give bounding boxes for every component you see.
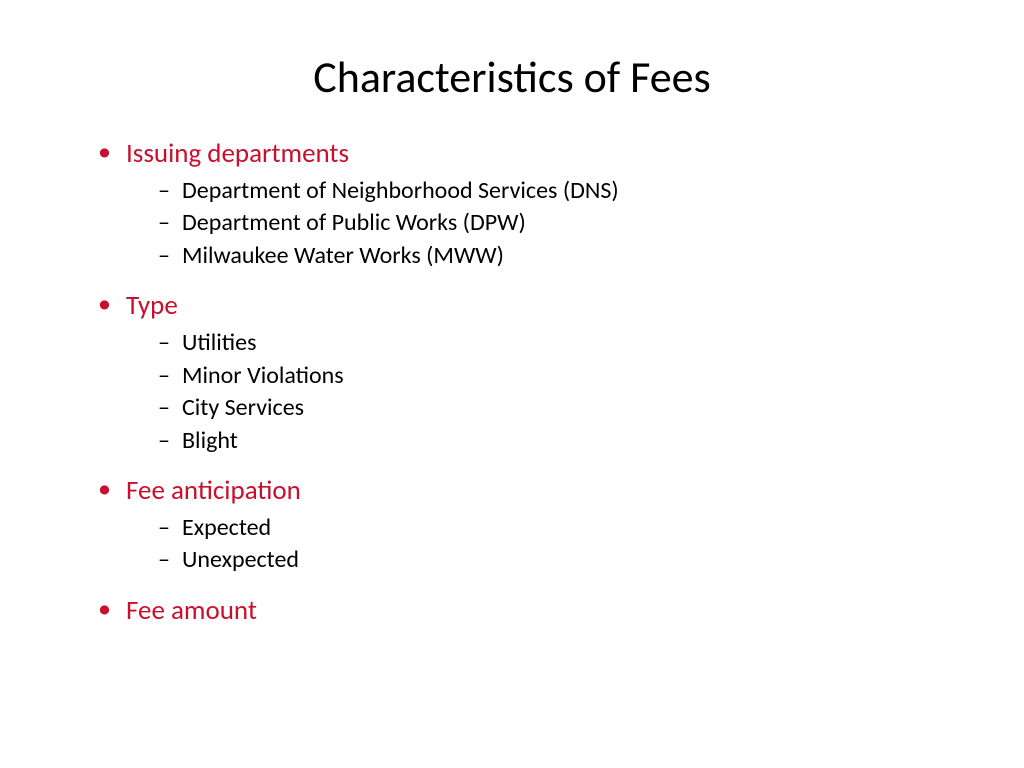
bullet-label: Fee amount: [126, 594, 257, 627]
bullet-issuing-departments: Issuing departments Department of Neighb…: [98, 136, 944, 272]
bullet-fee-amount: Fee amount: [98, 593, 944, 628]
bullet-label: Fee anticipation: [126, 474, 301, 507]
sub-item: Department of Neighborhood Services (DNS…: [158, 175, 944, 207]
sub-item: Department of Public Works (DPW): [158, 207, 944, 239]
bullet-label: Issuing departments: [126, 137, 349, 170]
sub-item: Expected: [158, 512, 944, 544]
sub-item: Minor Violations: [158, 360, 944, 392]
slide-content: Issuing departments Department of Neighb…: [80, 136, 944, 628]
bullet-type: Type Utilities Minor Violations City Ser…: [98, 288, 944, 457]
sub-item: Utilities: [158, 327, 944, 359]
sub-list: Department of Neighborhood Services (DNS…: [126, 175, 944, 272]
sub-item: Milwaukee Water Works (MWW): [158, 240, 944, 272]
bullet-fee-anticipation: Fee anticipation Expected Unexpected: [98, 473, 944, 577]
sub-list: Utilities Minor Violations City Services…: [126, 327, 944, 457]
sub-item: Unexpected: [158, 544, 944, 576]
bullet-label: Type: [126, 289, 178, 322]
slide-title: Characteristics of Fees: [80, 50, 944, 104]
sub-item: City Services: [158, 392, 944, 424]
sub-item: Blight: [158, 425, 944, 457]
sub-list: Expected Unexpected: [126, 512, 944, 577]
